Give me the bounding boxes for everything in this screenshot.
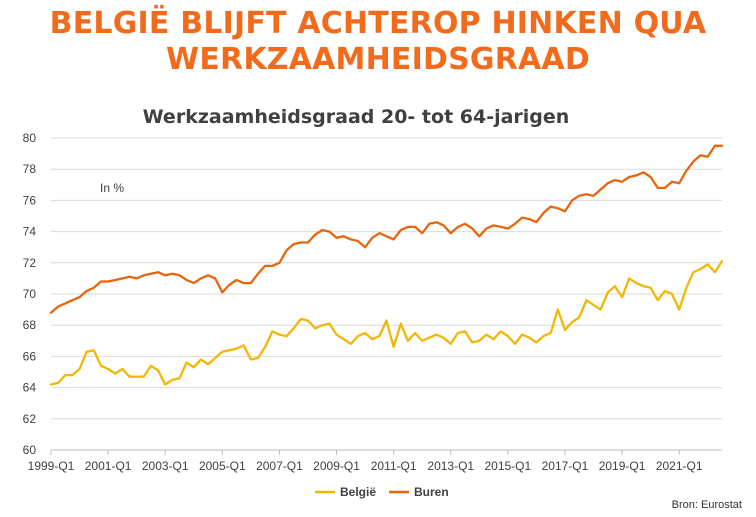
y-tick-label-68: 68 <box>23 318 37 332</box>
y-tick-label-76: 76 <box>23 193 37 207</box>
x-tick-label-2019-Q1: 2019-Q1 <box>599 459 646 473</box>
y-tick-label-74: 74 <box>23 225 37 239</box>
x-tick-label-2013-Q1: 2013-Q1 <box>427 459 474 473</box>
headline-line-1: BELGIË BLIJFT ACHTEROP HINKEN QUA <box>49 6 707 41</box>
legend-label-belgie: België <box>340 485 376 499</box>
legend-label-buren: Buren <box>414 485 449 499</box>
x-tick-label-2011-Q1: 2011-Q1 <box>371 459 417 473</box>
y-tick-label-70: 70 <box>23 287 37 301</box>
x-tick-label-2009-Q1: 2009-Q1 <box>313 459 360 473</box>
x-tick-label-2021-Q1: 2021-Q1 <box>656 459 703 473</box>
x-tick-label-2017-Q1: 2017-Q1 <box>542 459 589 473</box>
gridlines <box>51 137 722 451</box>
x-tick-label-2007-Q1: 2007-Q1 <box>256 459 303 473</box>
y-tick-label-66: 66 <box>23 349 37 363</box>
y-tick-label-78: 78 <box>23 162 37 176</box>
y-tick-label-64: 64 <box>23 381 37 395</box>
y-tick-label-80: 80 <box>23 131 37 145</box>
y-tick-label-62: 62 <box>23 412 37 426</box>
x-tick-label-2003-Q1: 2003-Q1 <box>142 459 189 473</box>
unit-annotation: In % <box>100 181 124 195</box>
chart-title: Werkzaamheidsgraad 20- tot 64-jarigen <box>143 106 570 128</box>
x-axis-tick-labels: 1999-Q1 2001-Q1 2003-Q1 2005-Q1 2007-Q1 2009-… <box>28 450 703 473</box>
series-line-buren <box>49 144 724 314</box>
y-tick-label-60: 60 <box>23 443 37 457</box>
series-lines <box>49 144 724 386</box>
x-tick-label-1999-Q1: 1999-Q1 <box>28 459 75 473</box>
y-axis-tick-labels: 60 62 64 66 68 70 72 74 76 78 80 <box>23 131 37 457</box>
slide-headline: BELGIË BLIJFT ACHTEROP HINKEN QUA WERKZA… <box>0 6 756 78</box>
x-tick-label-2005-Q1: 2005-Q1 <box>199 459 246 473</box>
headline-line-2: WERKZAAMHEIDSGRAAD <box>166 42 590 77</box>
x-tick-label-2015-Q1: 2015-Q1 <box>484 459 531 473</box>
legend: België Buren <box>315 485 449 499</box>
series-line-belgie <box>49 260 724 386</box>
source-note: Bron: Eurostat <box>671 499 742 511</box>
x-tick-label-2001-Q1: 2001-Q1 <box>85 459 132 473</box>
y-tick-label-72: 72 <box>23 256 37 270</box>
